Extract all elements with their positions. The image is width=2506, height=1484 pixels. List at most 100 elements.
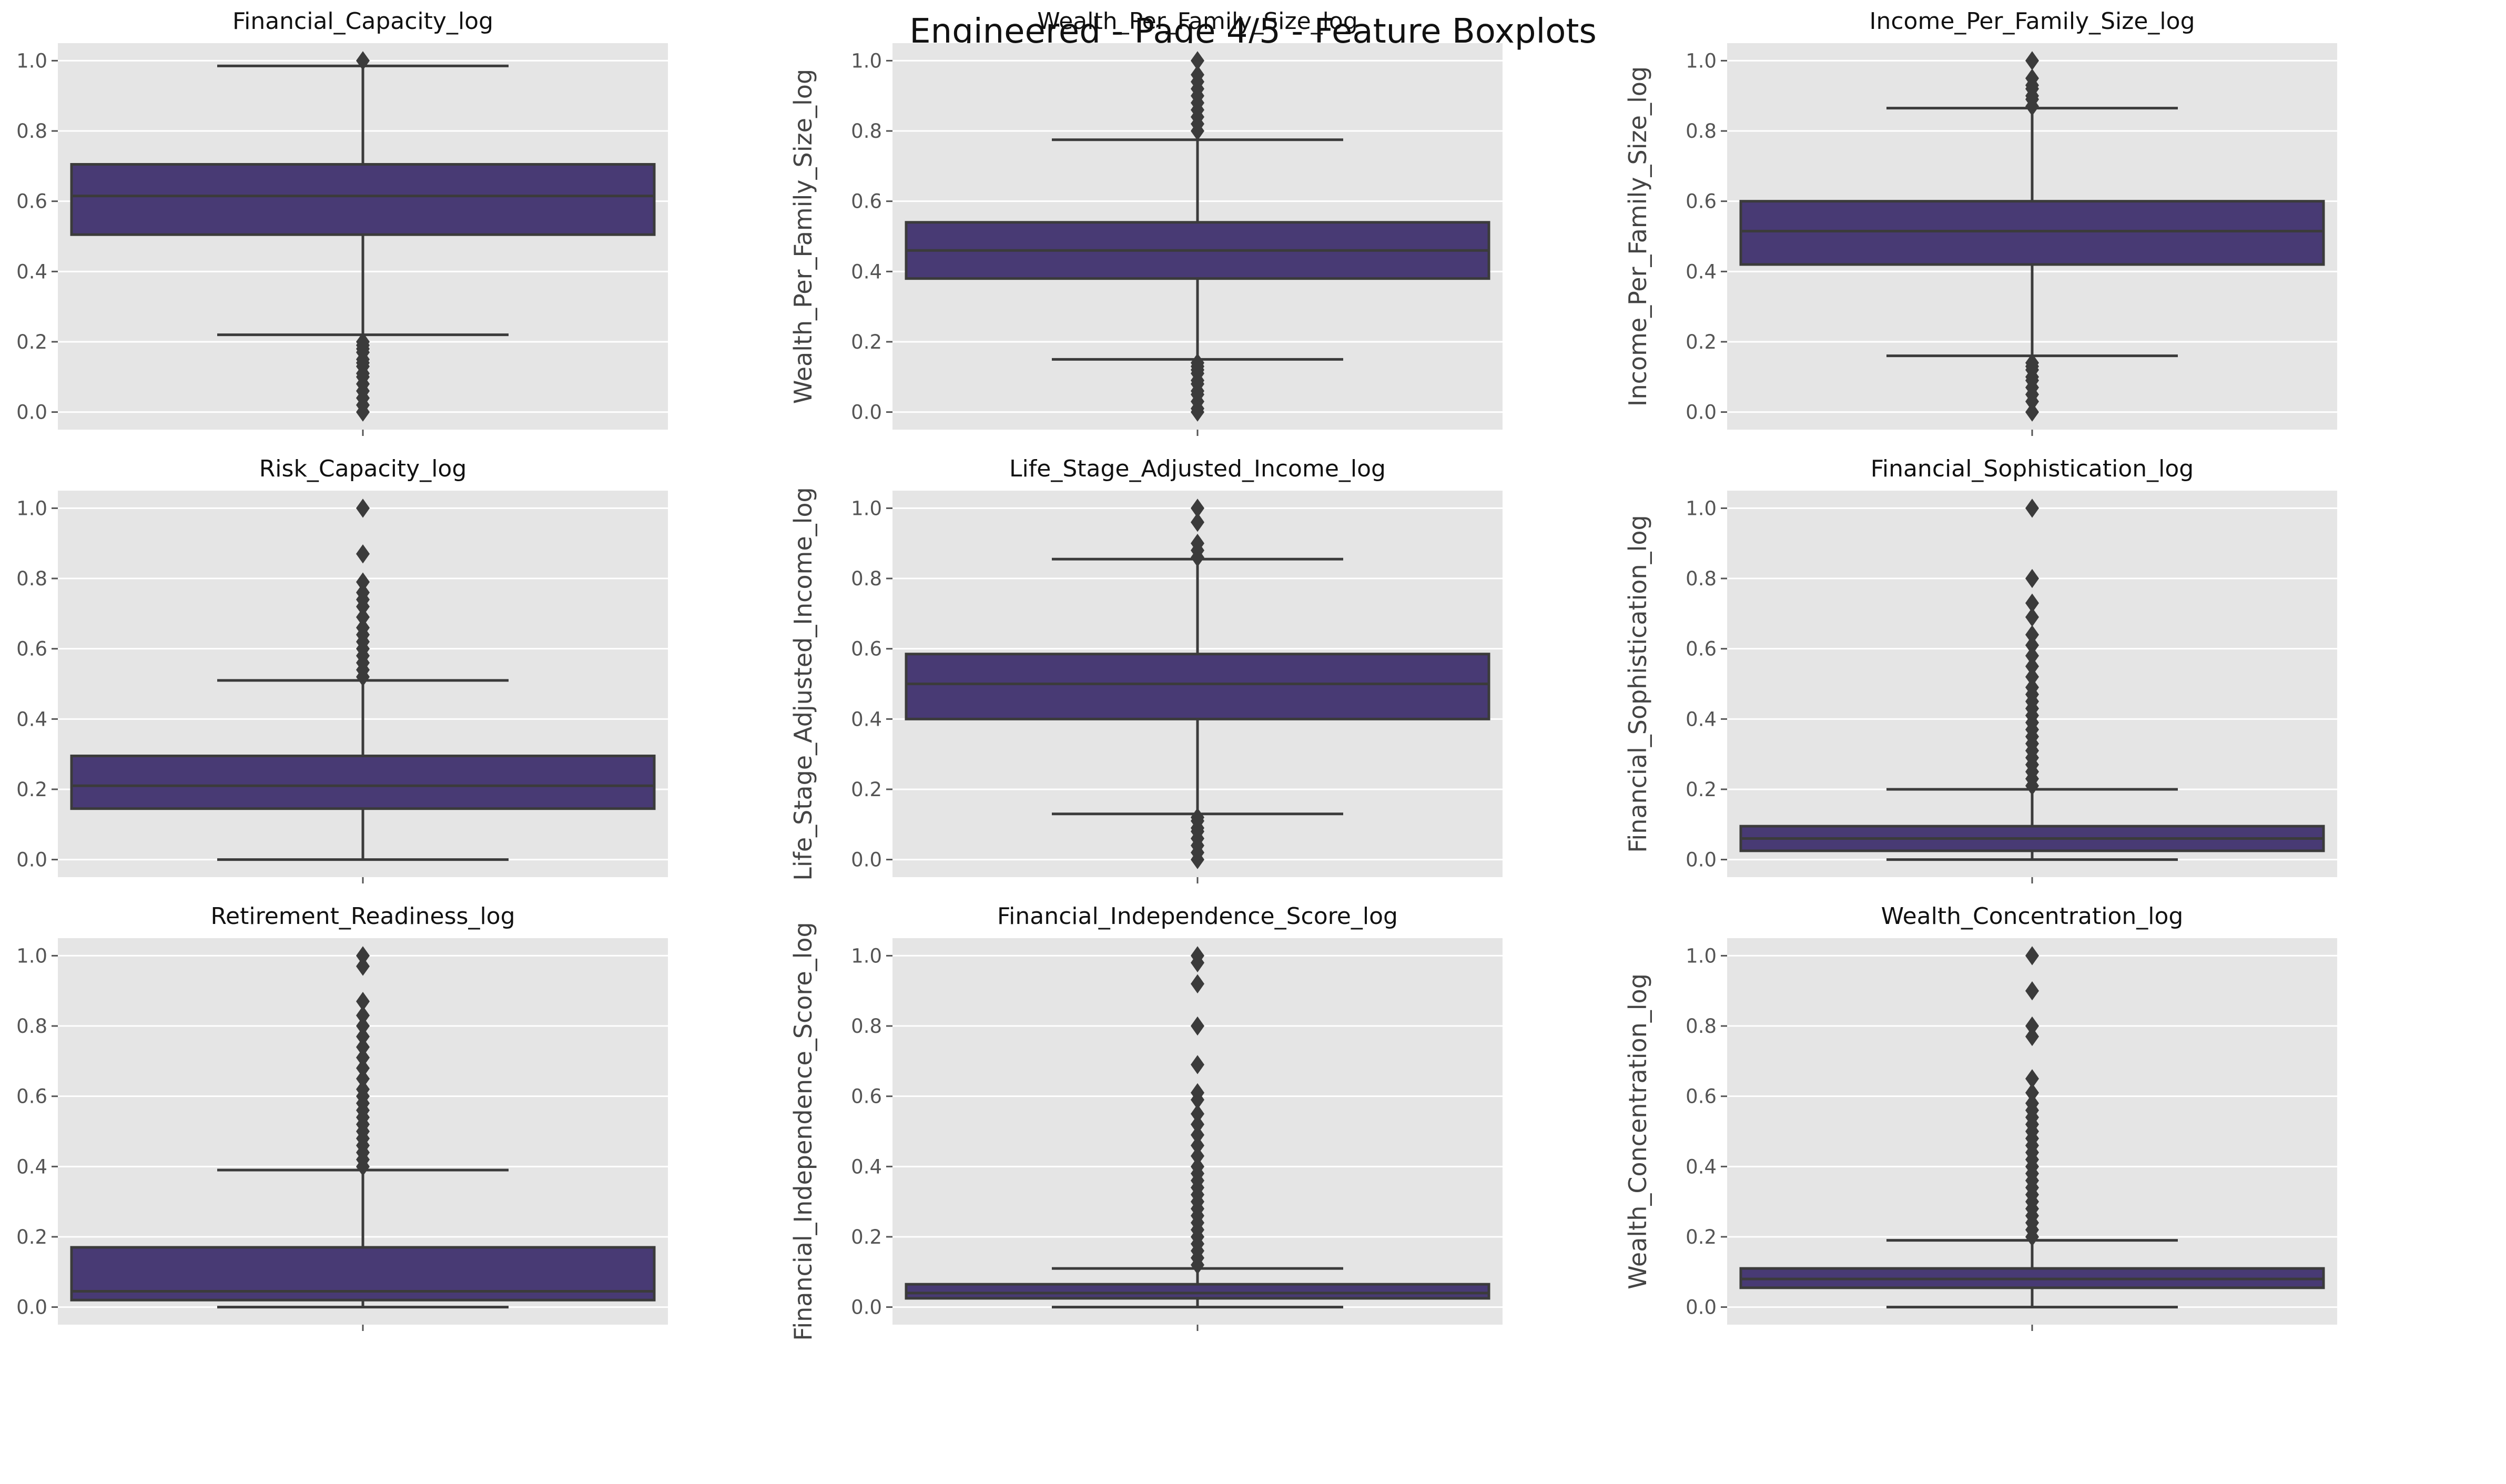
outlier-point [2025,656,2039,676]
outlier-point [356,583,370,602]
y-tick-label: 0.4 [1686,260,1717,283]
y-tick-label: 0.0 [16,401,47,424]
boxplot-svg: 0.0 0.2 0.4 0.6 0.8 1.0 Financial_Capacity_log… [16,8,668,436]
outlier-point [2025,51,2039,70]
y-tick-label: 1.0 [16,49,47,72]
y-axis-label: Financial_Sophistication_log [1624,515,1652,852]
y-axis-label: Financial_Independence_Score_log [789,922,817,1341]
y-tick-label: 0.2 [1686,331,1717,353]
outlier-point [1191,51,1204,70]
outlier-point [356,544,370,564]
boxplot-panel: 0.0 0.2 0.4 0.6 0.8 1.0 Retirement_Readiness_l… [0,899,668,1331]
outlier-point [2025,981,2039,1001]
y-tick-label: 0.8 [851,1015,882,1038]
y-tick-label: 0.6 [16,1085,47,1108]
panel-title: Income_Per_Family_Size_log [1869,8,2195,35]
outlier-point [1191,1157,1204,1176]
boxplot-svg: 0.0 0.2 0.4 0.6 0.8 1.0 Income_Per_Family_Size… [1624,8,2337,436]
outlier-point [2025,1026,2039,1046]
y-tick-label: 0.0 [1686,1296,1717,1319]
outlier-point [2025,402,2039,422]
panel-title: Wealth_Concentration_log [1881,903,2184,930]
y-tick-label: 0.2 [851,778,882,801]
y-tick-label: 0.8 [851,120,882,143]
y-tick-label: 0.0 [851,1296,882,1319]
panel-title: Risk_Capacity_log [259,455,467,482]
y-tick-label: 0.4 [1686,1155,1717,1178]
panel-title: Financial_Independence_Score_log [997,903,1398,930]
y-tick-label: 1.0 [16,497,47,520]
y-tick-label: 0.6 [851,638,882,660]
y-axis-label: Life_Stage_Adjusted_Income_log [789,487,817,881]
y-axis-label: Wealth_Concentration_log [1624,973,1652,1289]
y-tick-label: 0.4 [16,1155,47,1178]
boxplot-panel: 0.0 0.2 0.4 0.6 0.8 1.0 Financial_Capacity_log… [0,4,668,436]
y-tick-label: 0.6 [1686,1085,1717,1108]
panel-title: Wealth_Per_Family_Size_log [1037,8,1357,35]
outlier-point [1191,1146,1204,1166]
y-tick-label: 0.8 [16,567,47,590]
y-tick-label: 1.0 [851,49,882,72]
panel-title: Life_Stage_Adjusted_Income_log [1009,455,1386,482]
boxplot-panel: 0.0 0.2 0.4 0.6 0.8 1.0 Wealth_Concentration_l… [1615,899,2337,1331]
boxplot-panel: 0.0 0.2 0.4 0.6 0.8 1.0 Life_Stage_Adjusted_In… [780,451,1503,883]
y-tick-label: 0.8 [16,120,47,143]
boxplot-svg: 0.0 0.2 0.4 0.6 0.8 1.0 Financial_Independence… [789,903,1503,1341]
y-tick-label: 0.0 [851,401,882,424]
y-tick-label: 0.0 [851,849,882,871]
boxplot-svg: 0.0 0.2 0.4 0.6 0.8 1.0 Wealth_Per_Family_Size… [789,8,1503,436]
boxplot-panel: 0.0 0.2 0.4 0.6 0.8 1.0 Wealth_Per_Family_Size… [780,4,1503,436]
iqr-box [905,1283,1490,1300]
outlier-point [356,992,370,1011]
outlier-point [356,1080,370,1099]
outlier-point [1191,1125,1204,1145]
y-tick-label: 0.0 [1686,849,1717,871]
y-axis-label: Income_Per_Family_Size_log [1624,66,1652,406]
y-tick-label: 0.4 [851,260,882,283]
y-tick-label: 0.0 [1686,401,1717,424]
y-tick-label: 1.0 [851,497,882,520]
outlier-point [356,1037,370,1057]
y-tick-label: 0.6 [1686,638,1717,660]
y-tick-label: 1.0 [16,944,47,967]
iqr-box [70,163,656,236]
boxplot-panel: 0.0 0.2 0.4 0.6 0.8 1.0 Income_Per_Family_Size… [1615,4,2337,436]
outlier-point [356,1026,370,1046]
y-tick-label: 1.0 [851,944,882,967]
panel-title: Retirement_Readiness_log [210,903,515,930]
outlier-point [1191,1104,1204,1124]
y-tick-label: 0.2 [1686,778,1717,801]
outlier-point [356,1059,370,1078]
y-tick-label: 0.6 [851,1085,882,1108]
outlier-point [2025,1069,2039,1089]
iqr-box [905,653,1490,720]
y-tick-label: 0.2 [851,1226,882,1248]
outlier-point [356,332,370,352]
outlier-point [1191,512,1204,532]
outlier-point [2025,635,2039,655]
panel-title: Financial_Sophistication_log [1871,455,2194,482]
y-tick-label: 0.6 [851,190,882,213]
outlier-point [1191,353,1204,373]
boxplot-svg: 0.0 0.2 0.4 0.6 0.8 1.0 Life_Stage_Adjusted_In… [789,455,1503,883]
iqr-box [1739,200,2325,266]
outlier-point [1191,808,1204,827]
outlier-point [2025,353,2039,373]
y-tick-label: 0.2 [16,1226,47,1248]
y-tick-label: 0.4 [851,708,882,730]
outlier-point [356,618,370,637]
boxplot-panel: 0.0 0.2 0.4 0.6 0.8 1.0 Financial_Sophisticati… [1615,451,2337,883]
y-tick-label: 0.2 [16,778,47,801]
iqr-box [70,754,656,810]
panel-title: Financial_Capacity_log [232,8,493,35]
outlier-point [1191,1136,1204,1155]
y-tick-label: 0.2 [16,331,47,353]
y-tick-label: 0.8 [16,1015,47,1038]
boxplot-svg: 0.0 0.2 0.4 0.6 0.8 1.0 Wealth_Concentration_l… [1624,903,2337,1331]
y-tick-label: 0.0 [16,849,47,871]
outlier-point [2025,68,2039,88]
y-tick-label: 0.8 [851,567,882,590]
outlier-point [1191,974,1204,994]
y-tick-label: 0.4 [851,1155,882,1178]
y-tick-label: 0.0 [16,1296,47,1319]
